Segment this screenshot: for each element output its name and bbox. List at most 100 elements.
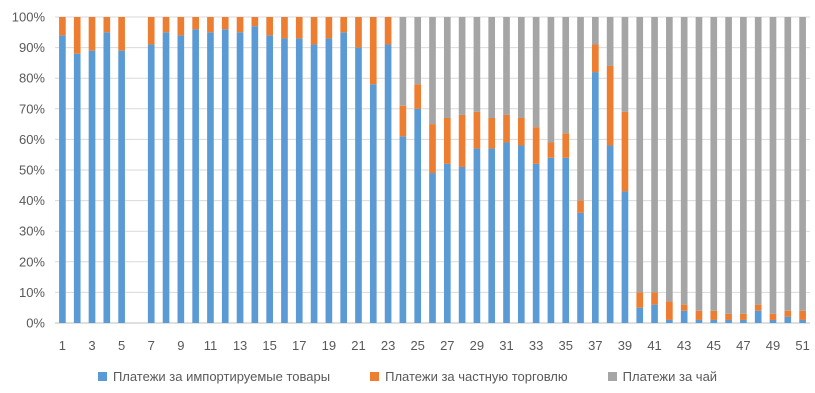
bar-segment [458,166,466,323]
bar-segment [369,17,377,85]
legend-label-private-trade: Платежи за частную торговлю [385,369,568,384]
x-tick-label: 3 [88,338,95,353]
bar-segment [355,47,362,323]
bar-segment [369,84,377,323]
bar-segment [532,127,540,164]
x-tick-label: 41 [647,338,661,353]
bar-segment [636,17,644,293]
bar-segment [784,17,792,311]
bar-segment [503,17,510,115]
bar-segment [88,17,96,51]
bar-segment [147,44,155,323]
bar-segment [59,35,66,324]
bar-segment [192,29,199,324]
bar-segment [592,17,599,45]
bar-segment [784,316,792,323]
bar-segment [384,44,392,323]
bar-segment [207,17,214,33]
y-tick-label: 80% [19,71,45,86]
bar-segment [621,191,629,323]
bar-segment [103,17,111,33]
bar-segment [710,17,718,311]
bar-segment [295,17,303,39]
bar-segment [710,319,718,323]
bar-segment [429,173,436,323]
bar-segment [666,301,673,320]
bar-segment [221,29,229,324]
x-tick-label: 11 [204,338,218,353]
x-tick-label: 33 [529,338,543,353]
bar-segment [103,32,111,324]
x-tick-label: 23 [381,338,395,353]
bar-segment [754,310,762,323]
x-tick-label: 39 [618,338,632,353]
bar-segment [651,304,658,323]
bar-segment [281,17,288,39]
bar-segment [414,84,422,109]
bar-segment [666,319,673,323]
bar-segment [577,212,584,323]
bar-segment [517,17,525,118]
y-tick-label: 90% [19,40,45,55]
x-tick-label: 27 [440,338,454,353]
bar-segment [592,72,599,323]
legend-swatch-tea [607,372,617,381]
bar-segment [295,38,303,324]
bar-segment [636,307,644,323]
bar-segment [399,136,407,323]
x-tick-label: 37 [588,338,602,353]
y-tick-label: 60% [19,132,45,147]
bar-segment [458,17,466,115]
bar-segment [207,32,214,324]
bar-segment [695,310,703,320]
x-tick-label: 9 [177,338,184,353]
bar-segment [562,133,570,158]
bar-segment [443,163,451,323]
bar-segment [621,17,629,112]
bar-segment [73,17,81,54]
legend-label-imports: Платежи за импортируемые товары [112,369,331,384]
legend-item-private-trade: Платежи за частную торговлю [370,369,568,384]
bar-segment [399,17,407,106]
bar-segment [177,17,185,36]
bar-segment [266,17,273,36]
x-tick-label: 43 [677,338,691,353]
bar-segment [740,313,747,320]
bar-segment [769,319,777,323]
bar-segment [325,17,333,39]
x-tick-label: 5 [118,338,125,353]
bar-segment [503,114,510,143]
y-tick-label: 100% [12,10,46,25]
bar-segment [281,38,288,324]
bar-segment [740,319,747,323]
bar-segment [769,313,777,320]
bar-segment [666,17,673,302]
y-tick-label: 20% [19,254,45,269]
bar-segment [606,145,614,323]
x-tick-label: 15 [262,338,276,353]
bar-segment [399,105,407,137]
bar-segment [577,200,584,213]
y-tick-label: 10% [19,285,45,300]
bar-segment [695,319,703,323]
bar-segment [503,142,510,323]
bar-segment [251,17,259,27]
bar-segment [177,35,185,324]
bar-segment [458,114,466,167]
x-tick-label: 31 [499,338,513,353]
bar-segment [799,310,806,320]
bar-segment [592,44,599,73]
bar-segment [488,17,496,118]
bar-segment [636,292,644,308]
bar-segment [547,157,555,323]
bar-segment [310,44,318,323]
bar-segment [680,310,688,323]
bar-segment [769,17,777,314]
bar-segment [384,17,392,45]
x-tick-label: 17 [292,338,306,353]
bar-segment [517,145,525,323]
bar-segment [680,304,688,311]
legend-item-tea: Платежи за чай [607,369,717,384]
bar-segment [754,304,762,311]
